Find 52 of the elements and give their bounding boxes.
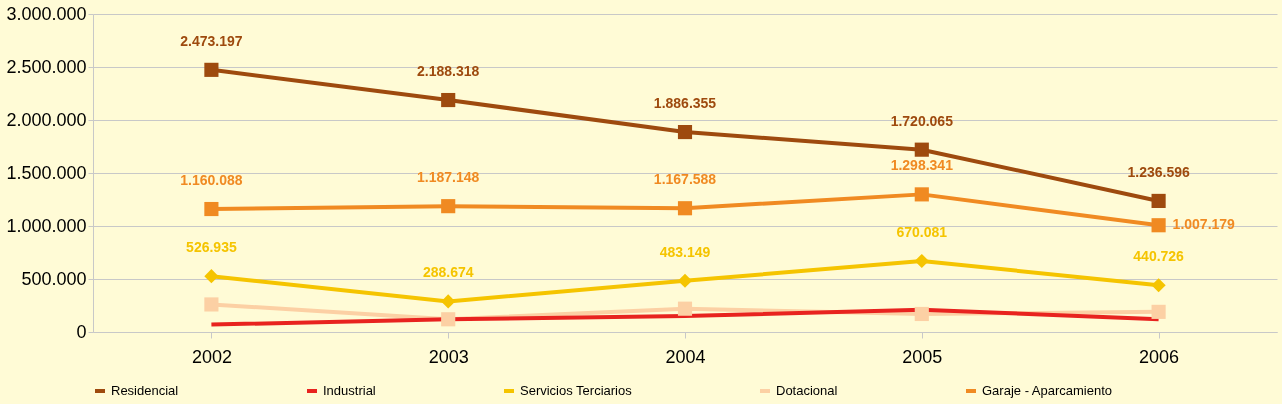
point [677,201,693,216]
data-label: 1.160.088 [180,172,243,189]
y-tick-label: 2.000.000 [6,109,87,130]
point [914,187,929,202]
point [914,253,929,269]
point [1151,278,1166,293]
legend-label: Industrial [323,383,376,398]
data-label: 288.674 [422,264,474,281]
y-tick-label: 500.000 [21,268,87,289]
y-tick-label: 1.000.000 [6,215,87,236]
data-label: 1.886.355 [653,95,717,112]
y-tick-label: 2.500.000 [6,56,87,77]
point [677,273,693,288]
data-label: 1.298.341 [890,157,954,174]
data-label: 1.167.588 [653,171,717,188]
point [914,306,929,322]
data-label: 483.149 [659,243,711,260]
point [204,62,219,77]
point [204,201,219,217]
point [204,269,219,284]
point [1151,304,1166,319]
data-label: 1.187.148 [417,169,480,186]
x-tick-label: 2002 [191,346,232,367]
point [441,199,456,214]
point [204,297,219,312]
legend-label: Garaje - Aparcamiento [982,383,1113,398]
data-label: 670.081 [896,223,948,240]
point [441,92,456,108]
data-label: 1.720.065 [890,112,954,129]
point [677,124,693,140]
x-tick-label: 2006 [1139,346,1180,367]
legend-label: Servicios Terciarios [520,383,633,398]
legend-label: Dotacional [776,383,838,398]
data-label: 2.473.197 [180,32,243,49]
y-tick-label: 3.000.000 [6,3,87,24]
data-label: 440.726 [1133,248,1185,265]
x-tick-label: 2004 [665,346,706,367]
point [441,294,456,309]
data-label: 1.236.596 [1127,163,1190,180]
point [1151,218,1166,233]
data-label: 2.188.318 [417,63,480,80]
legend-label: Residencial [111,383,179,398]
y-tick-label: 1.500.000 [6,162,87,183]
point [914,142,929,157]
data-label: 526.935 [186,239,237,256]
point [1151,193,1166,208]
data-label: 1.007.179 [1172,216,1236,233]
x-tick-label: 2005 [902,346,943,367]
y-tick-label: 0 [76,321,87,342]
point [677,301,693,316]
x-tick-label: 2003 [428,346,469,367]
point [441,312,456,327]
